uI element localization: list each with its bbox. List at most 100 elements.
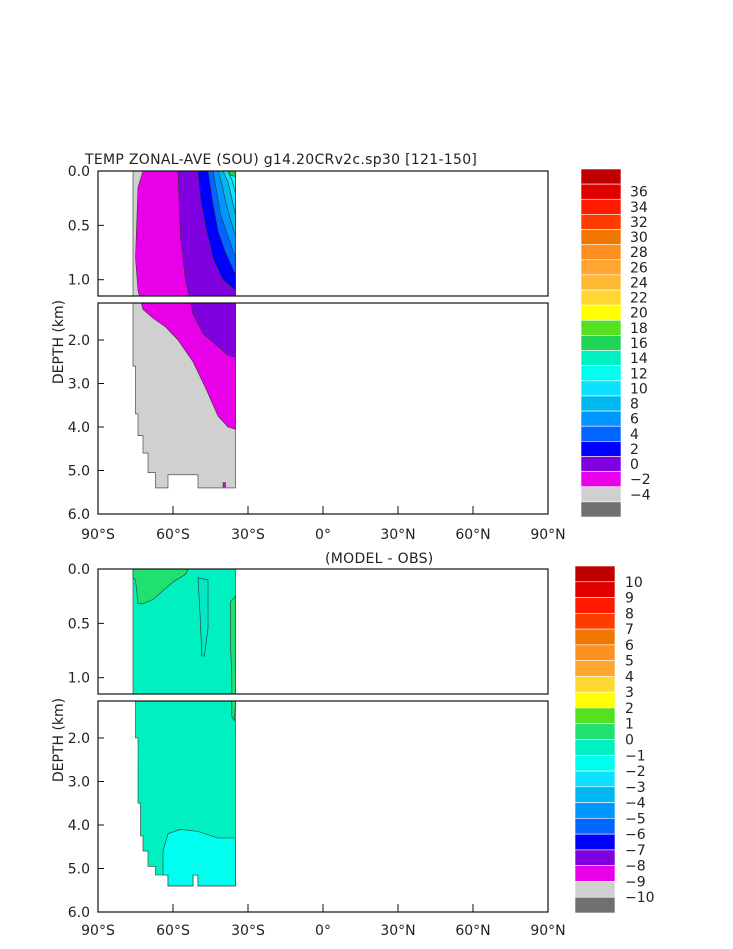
panel2-colorbar-cell-15 bbox=[574, 802, 616, 819]
panel2-colorbar-cell-6 bbox=[574, 660, 616, 677]
panel1-colorbar-cell-7 bbox=[580, 274, 622, 291]
panel2-xtick-label-1: 60°S bbox=[156, 923, 190, 939]
panel1-colorbar-cell-17 bbox=[580, 425, 622, 442]
panel1-colorbar-cell-10 bbox=[580, 320, 622, 336]
panel1-colorbar-cell-15 bbox=[580, 395, 622, 412]
panel2-colorbar-label-13: −3 bbox=[625, 780, 646, 796]
panel1-ytick-label-lower-1: 3.0 bbox=[68, 376, 90, 392]
panel1-colorbar-cell-20 bbox=[580, 471, 622, 488]
panel2-colorbar-label-20: −10 bbox=[625, 890, 655, 906]
panel2-colorbar-label-0: 10 bbox=[625, 575, 643, 591]
panel1-colorbar-cell-8 bbox=[580, 289, 622, 306]
panel1-colorbar-cell-12 bbox=[580, 350, 622, 366]
panel2-colorbar-cell-0 bbox=[574, 565, 616, 583]
panel1-colorbar-label-3: 30 bbox=[630, 230, 648, 246]
panel1-colorbar-cell-11 bbox=[580, 335, 622, 351]
panel1-ytick-label-upper-0: 0.0 bbox=[68, 164, 90, 180]
panel1-colorbar-label-0: 36 bbox=[630, 185, 648, 201]
panel2-colorbar-label-7: 3 bbox=[625, 685, 634, 701]
panel1-ytick-label-lower-3: 5.0 bbox=[68, 463, 90, 479]
panel2-colorbar-cell-5 bbox=[574, 644, 616, 661]
panel2-ytick-label-lower-4: 6.0 bbox=[68, 905, 90, 921]
panel2-title: (MODEL - OBS) bbox=[325, 551, 434, 567]
panel2-colorbar-cell-17 bbox=[574, 833, 616, 851]
panel2-colorbar-label-11: −1 bbox=[625, 748, 646, 764]
panel1-colorbar-label-4: 28 bbox=[630, 245, 648, 261]
panel2-colorbar-label-3: 7 bbox=[625, 622, 634, 638]
panel1-xtick-label-2: 30°S bbox=[231, 527, 265, 543]
panel1-colorbar-cell-9 bbox=[580, 304, 622, 321]
panel2-colorbar-cell-19 bbox=[574, 865, 616, 882]
panel1-colorbar-cell-14 bbox=[580, 380, 622, 397]
panel2-ytick-label-lower-1: 3.0 bbox=[68, 774, 90, 790]
panel2-ytick-label-upper-1: 0.5 bbox=[68, 616, 90, 632]
panel2-colorbar-cell-2 bbox=[574, 597, 616, 614]
panel1-colorbar-cell-19 bbox=[580, 456, 622, 472]
panel1-xtick-label-4: 30°N bbox=[380, 527, 415, 543]
panel1-colorbar-label-17: 2 bbox=[630, 442, 639, 458]
panel1-colorbar-cell-6 bbox=[580, 259, 622, 276]
panel2-xtick-label-3: 0° bbox=[315, 923, 331, 939]
panel1-colorbar-label-14: 8 bbox=[630, 397, 639, 413]
panel2-colorbar-cell-1 bbox=[574, 581, 616, 598]
panel1-xtick-label-1: 60°S bbox=[156, 527, 190, 543]
panel1-colorbar-label-6: 24 bbox=[630, 275, 648, 291]
panel1-colorbar-label-13: 10 bbox=[630, 381, 648, 397]
panel1-colorbar-label-7: 22 bbox=[630, 291, 648, 307]
panel1-colorbar-label-11: 14 bbox=[630, 351, 648, 367]
panel2-xtick-label-2: 30°S bbox=[231, 923, 265, 939]
region-lens bbox=[197, 577, 209, 657]
panel2-colorbar-cell-12 bbox=[574, 754, 616, 772]
panel2-ytick-label-upper-0: 0.0 bbox=[68, 562, 90, 578]
panel1-xtick-label-6: 90°N bbox=[530, 527, 565, 543]
panel2-colorbar-cell-10 bbox=[574, 723, 616, 740]
panel2-colorbar-cell-14 bbox=[574, 786, 616, 803]
panel1-colorbar-label-19: −2 bbox=[630, 472, 651, 488]
panel1-colorbar-label-9: 18 bbox=[630, 321, 648, 337]
panel1-colorbar-cell-22 bbox=[580, 501, 622, 518]
panel1-colorbar-label-8: 20 bbox=[630, 306, 648, 322]
panel1-upper-frame bbox=[97, 170, 549, 297]
panel1-xtick-label-3: 0° bbox=[315, 527, 331, 543]
panel1-ytick-label-upper-2: 1.0 bbox=[68, 273, 90, 289]
panel2-upper-frame bbox=[97, 568, 549, 695]
panel2-colorbar-label-1: 9 bbox=[625, 591, 634, 607]
region-0-to-1-east bbox=[230, 595, 236, 722]
panel2-ylabel: DEPTH (km) bbox=[51, 698, 67, 782]
panel1-colorbar-cell-0 bbox=[580, 168, 622, 185]
panel2-colorbar-cell-3 bbox=[574, 613, 616, 630]
panel2-colorbar-cell-18 bbox=[574, 849, 616, 866]
region-14-to-16 bbox=[227, 171, 236, 193]
panel1-xtick-label-0: 90°S bbox=[81, 527, 115, 543]
panel2-colorbar-cell-20 bbox=[574, 881, 616, 898]
panel1-colorbar-cell-1 bbox=[580, 183, 622, 200]
panel2-colorbar-label-10: 0 bbox=[625, 733, 634, 749]
panel2-ytick-label-lower-0: 2.0 bbox=[68, 731, 90, 747]
panel2-colorbar-label-14: −4 bbox=[625, 796, 646, 812]
panel2-xtick-label-0: 90°S bbox=[81, 923, 115, 939]
panel2-colorbar-label-2: 8 bbox=[625, 606, 634, 622]
panel1-colorbar-cell-21 bbox=[580, 486, 622, 503]
panel1-colorbar-cell-18 bbox=[580, 441, 622, 457]
panel1-colorbar-cell-2 bbox=[580, 198, 622, 215]
panel1-colorbar-cell-13 bbox=[580, 365, 622, 382]
panel1-colorbar-label-2: 32 bbox=[630, 215, 648, 231]
panel2-colorbar-cell-21 bbox=[574, 896, 616, 914]
panel2-colorbar-cell-16 bbox=[574, 818, 616, 835]
panel1-ytick-label-lower-2: 4.0 bbox=[68, 420, 90, 436]
panel2-colorbar-label-15: −5 bbox=[625, 811, 646, 827]
panel1-colorbar-label-20: −4 bbox=[630, 487, 651, 503]
panel1-title: TEMP ZONAL-AVE (SOU) g14.20CRv2c.sp30 [1… bbox=[84, 152, 477, 168]
panel1-ytick-label-lower-0: 2.0 bbox=[68, 333, 90, 349]
region-0-to-1 bbox=[132, 569, 189, 605]
panel2-colorbar-cell-13 bbox=[574, 770, 616, 788]
panel2-colorbar-label-8: 2 bbox=[625, 701, 634, 717]
panel2-colorbar-cell-8 bbox=[574, 691, 616, 709]
panel2-ytick-label-lower-2: 4.0 bbox=[68, 818, 90, 834]
panel1-ytick-label-upper-1: 0.5 bbox=[68, 218, 90, 234]
panel1-colorbar-label-15: 6 bbox=[630, 412, 639, 428]
panel2-colorbar-label-16: −6 bbox=[625, 827, 646, 843]
panel2-colorbar-cell-11 bbox=[574, 739, 616, 756]
